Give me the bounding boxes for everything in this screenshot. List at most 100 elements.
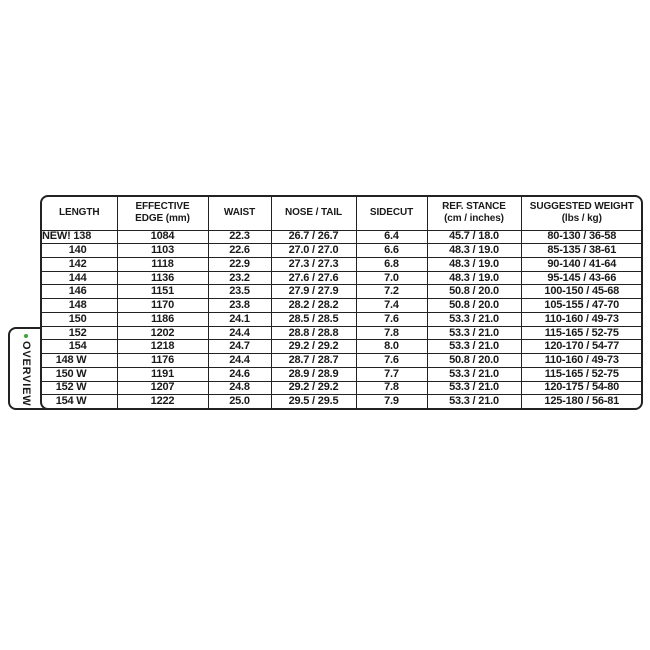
- table-cell: 53.3 / 21.0: [426, 380, 522, 396]
- table-cell: 7.9: [355, 394, 428, 408]
- green-dot-icon: [24, 334, 28, 338]
- table-cell: 95-145 / 43-66: [520, 270, 641, 286]
- table-cell: 6.8: [355, 256, 428, 272]
- table-cell: 24.4: [207, 353, 272, 368]
- table-cell: 100-150 / 45-68: [520, 284, 641, 300]
- table-cell: 7.6: [355, 353, 428, 368]
- column-header: LENGTH: [42, 197, 118, 231]
- table-cell: 150 W: [42, 366, 118, 382]
- table-cell: 6.4: [355, 229, 428, 245]
- table-row: 150 1186 24.1 28.5 / 28.5 7.6 53.3 / 21.0 110-…: [42, 311, 641, 327]
- table-cell: 105-155 / 47-70: [520, 298, 641, 313]
- table-cell: 148 W: [42, 353, 118, 368]
- table-cell: 6.6: [355, 243, 428, 258]
- table-cell: 148: [42, 298, 118, 313]
- table-cell: 28.8 / 28.8: [270, 325, 357, 341]
- table-row: 140 1103 22.6 27.0 / 27.0 6.6 48.3 / 19.0 85-1…: [42, 243, 641, 258]
- table-cell: 27.3 / 27.3: [270, 256, 357, 272]
- table-cell: 24.4: [207, 325, 272, 341]
- table-row: 148 W 1176 24.4 28.7 / 28.7 7.6 50.8 / 20.0 11…: [42, 353, 641, 368]
- table-cell: 7.2: [355, 284, 428, 300]
- table-row: 152 1202 24.4 28.8 / 28.8 7.8 53.3 / 21.0 115-…: [42, 325, 641, 341]
- table-cell: 28.9 / 28.9: [270, 366, 357, 382]
- table-cell: 150: [42, 311, 118, 327]
- table-cell: 53.3 / 21.0: [426, 325, 522, 341]
- table-row: 142 1118 22.9 27.3 / 27.3 6.8 48.3 / 19.0 90-1…: [42, 256, 641, 272]
- table-cell: 7.4: [355, 298, 428, 313]
- column-header: SUGGESTED WEIGHT (lbs / kg): [520, 197, 641, 231]
- table-cell: 27.9 / 27.9: [270, 284, 357, 300]
- table-cell: 28.7 / 28.7: [270, 353, 357, 368]
- table-cell: 48.3 / 19.0: [426, 256, 522, 272]
- table-cell: 8.0: [355, 339, 428, 355]
- table-row: NEW! 138 1084 22.3 26.7 / 26.7 6.4 45.7 / 18.…: [42, 229, 641, 245]
- table-row: 152 W 1207 24.8 29.2 / 29.2 7.8 53.3 / 21.0 12…: [42, 380, 641, 396]
- table-cell: 53.3 / 21.0: [426, 339, 522, 355]
- table-cell: 27.6 / 27.6: [270, 270, 357, 286]
- overview-tab-label: OVERVIEW: [20, 341, 32, 407]
- table-cell: 23.5: [207, 284, 272, 300]
- table-cell: 85-135 / 38-61: [520, 243, 641, 258]
- table-cell: 29.2 / 29.2: [270, 380, 357, 396]
- table-cell: 29.5 / 29.5: [270, 394, 357, 408]
- table-cell: 1084: [116, 229, 209, 245]
- table-cell: 45.7 / 18.0: [426, 229, 522, 245]
- table-cell: 1191: [116, 366, 209, 382]
- table-cell: 154: [42, 339, 118, 355]
- table-cell: 1170: [116, 298, 209, 313]
- table-cell: 1103: [116, 243, 209, 258]
- column-header: EFFECTIVE EDGE (mm): [116, 197, 209, 231]
- table-cell: 24.1: [207, 311, 272, 327]
- table-cell: 24.8: [207, 380, 272, 396]
- table-cell: 152: [42, 325, 118, 341]
- table-cell: 120-170 / 54-77: [520, 339, 641, 355]
- table-cell: 1218: [116, 339, 209, 355]
- table-cell: 115-165 / 52-75: [520, 325, 641, 341]
- table-cell: 110-160 / 49-73: [520, 311, 641, 327]
- table-cell: 22.6: [207, 243, 272, 258]
- table-cell: 1151: [116, 284, 209, 300]
- table-cell: 144: [42, 270, 118, 286]
- header-row: LENGTH EFFECTIVE EDGE (mm) WAIST NOSE / TAIL…: [42, 197, 641, 231]
- column-header: SIDECUT: [355, 197, 428, 231]
- size-chart-table: LENGTH EFFECTIVE EDGE (mm) WAIST NOSE / TAIL…: [42, 197, 641, 408]
- table-cell: 110-160 / 49-73: [520, 353, 641, 368]
- column-header: REF. STANCE (cm / inches): [426, 197, 522, 231]
- table-row: 150 W 1191 24.6 28.9 / 28.9 7.7 53.3 / 21.0 11…: [42, 366, 641, 382]
- table-cell: 28.5 / 28.5: [270, 311, 357, 327]
- table-row: 146 1151 23.5 27.9 / 27.9 7.2 50.8 / 20.0 100-…: [42, 284, 641, 300]
- column-header: WAIST: [207, 197, 272, 231]
- table-cell: 7.0: [355, 270, 428, 286]
- table-cell: 1202: [116, 325, 209, 341]
- table-cell: NEW! 138: [42, 229, 118, 245]
- table-cell: 28.2 / 28.2: [270, 298, 357, 313]
- spec-table: LENGTH EFFECTIVE EDGE (mm) WAIST NOSE / TAIL…: [40, 195, 643, 410]
- table-row: 144 1136 23.2 27.6 / 27.6 7.0 48.3 / 19.0 95-1…: [42, 270, 641, 286]
- table-cell: 154 W: [42, 394, 118, 408]
- table-row: 154 W 1222 25.0 29.5 / 29.5 7.9 53.3 / 21.0 12…: [42, 394, 641, 408]
- table-cell: 24.6: [207, 366, 272, 382]
- table-body: NEW! 138 1084 22.3 26.7 / 26.7 6.4 45.7 / 18.…: [42, 229, 641, 408]
- table-cell: 50.8 / 20.0: [426, 298, 522, 313]
- table-cell: 26.7 / 26.7: [270, 229, 357, 245]
- table-row: 148 1170 23.8 28.2 / 28.2 7.4 50.8 / 20.0 105-…: [42, 298, 641, 313]
- table-cell: 1176: [116, 353, 209, 368]
- table-cell: 50.8 / 20.0: [426, 284, 522, 300]
- table-cell: 140: [42, 243, 118, 258]
- table-cell: 7.8: [355, 380, 428, 396]
- table-cell: 23.2: [207, 270, 272, 286]
- table-cell: 1207: [116, 380, 209, 396]
- table-cell: 22.3: [207, 229, 272, 245]
- table-cell: 27.0 / 27.0: [270, 243, 357, 258]
- table-cell: 53.3 / 21.0: [426, 366, 522, 382]
- table-cell: 7.6: [355, 311, 428, 327]
- table-cell: 25.0: [207, 394, 272, 408]
- table-row: 154 1218 24.7 29.2 / 29.2 8.0 53.3 / 21.0 120-…: [42, 339, 641, 355]
- table-cell: 1136: [116, 270, 209, 286]
- table-cell: 50.8 / 20.0: [426, 353, 522, 368]
- table-cell: 152 W: [42, 380, 118, 396]
- table-cell: 90-140 / 41-64: [520, 256, 641, 272]
- table-cell: 24.7: [207, 339, 272, 355]
- column-header: NOSE / TAIL: [270, 197, 357, 231]
